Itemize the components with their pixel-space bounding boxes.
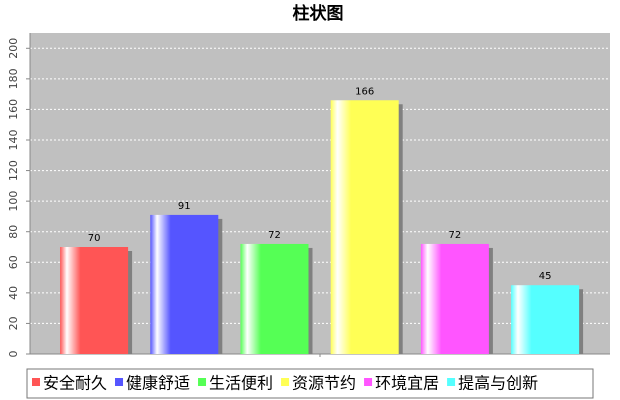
- y-tick-label: 160: [7, 99, 20, 120]
- y-tick-label: 60: [7, 255, 20, 269]
- value-label: 72: [268, 230, 281, 241]
- bar: [511, 285, 580, 354]
- legend-swatch: [32, 378, 40, 386]
- legend-label: 安全耐久: [43, 374, 107, 393]
- y-tick-label: 140: [7, 130, 20, 151]
- legend-swatch: [281, 378, 290, 386]
- y-tick-label: 20: [7, 316, 20, 330]
- legend-swatch: [198, 378, 207, 386]
- y-tick-label: 120: [7, 160, 20, 181]
- y-tick-label: 100: [7, 191, 20, 212]
- value-label: 72: [449, 230, 462, 241]
- y-tick-label: 0: [7, 351, 20, 358]
- legend-label: 环境宜居: [375, 374, 439, 393]
- bar: [330, 100, 399, 354]
- legend-swatch: [115, 378, 124, 386]
- bar: [150, 214, 219, 354]
- chart-title: 柱状图: [293, 3, 344, 24]
- y-tick-label: 80: [7, 225, 20, 239]
- y-tick-label: 180: [7, 68, 20, 89]
- legend-label: 健康舒适: [126, 374, 190, 393]
- value-label: 70: [88, 233, 101, 244]
- legend-label: 提高与创新: [458, 374, 538, 393]
- legend-swatch: [364, 378, 373, 386]
- bar: [240, 243, 309, 354]
- legend-swatch: [447, 378, 456, 386]
- y-tick-label: 40: [7, 286, 20, 300]
- value-label: 45: [539, 271, 552, 282]
- value-label: 91: [178, 201, 191, 212]
- legend-label: 生活便利: [209, 374, 273, 393]
- bar: [420, 243, 489, 354]
- bar: [60, 247, 129, 354]
- value-label: 166: [355, 86, 374, 97]
- y-tick-label: 200: [7, 38, 20, 59]
- legend-label: 资源节约: [292, 374, 356, 393]
